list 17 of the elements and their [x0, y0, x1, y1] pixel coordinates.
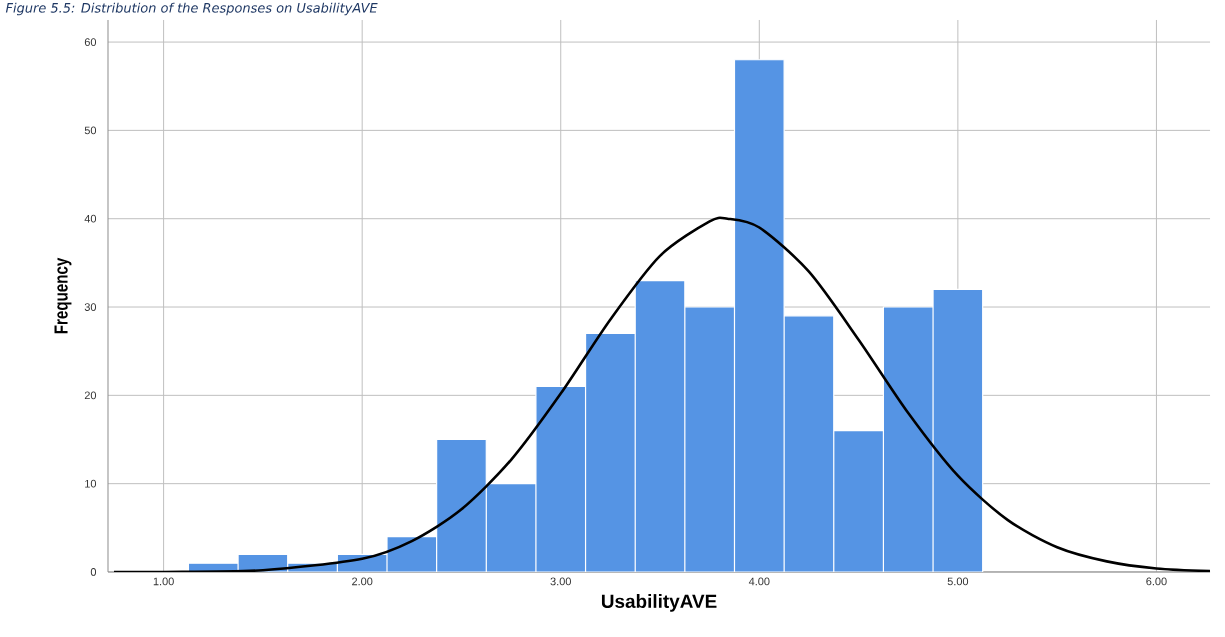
x-tick-label: 1.00	[153, 577, 174, 586]
x-axis-title: UsabilityAVE	[601, 594, 717, 612]
y-tick-label: 60	[84, 38, 97, 46]
y-tick-label: 30	[84, 303, 97, 311]
x-tick-label: 6.00	[1146, 577, 1167, 586]
x-tick-label: 5.00	[947, 577, 969, 586]
x-tick-label: 3.00	[550, 577, 571, 586]
y-tick-label: 40	[84, 214, 97, 223]
y-tick-label: 50	[84, 126, 97, 135]
x-tick-label: 4.00	[748, 577, 770, 586]
line-series	[112, 217, 1211, 572]
x-tick-label: 2.00	[352, 577, 373, 586]
chart-title: Figure 5.5: Distribution of the Responses on UsabilityAVE	[5, 2, 378, 16]
y-tick-label: 0	[90, 568, 97, 576]
y-axis-title: Frequency	[54, 257, 72, 334]
y-tick-label: 20	[84, 391, 97, 400]
y-tick-label: 10	[85, 479, 97, 488]
